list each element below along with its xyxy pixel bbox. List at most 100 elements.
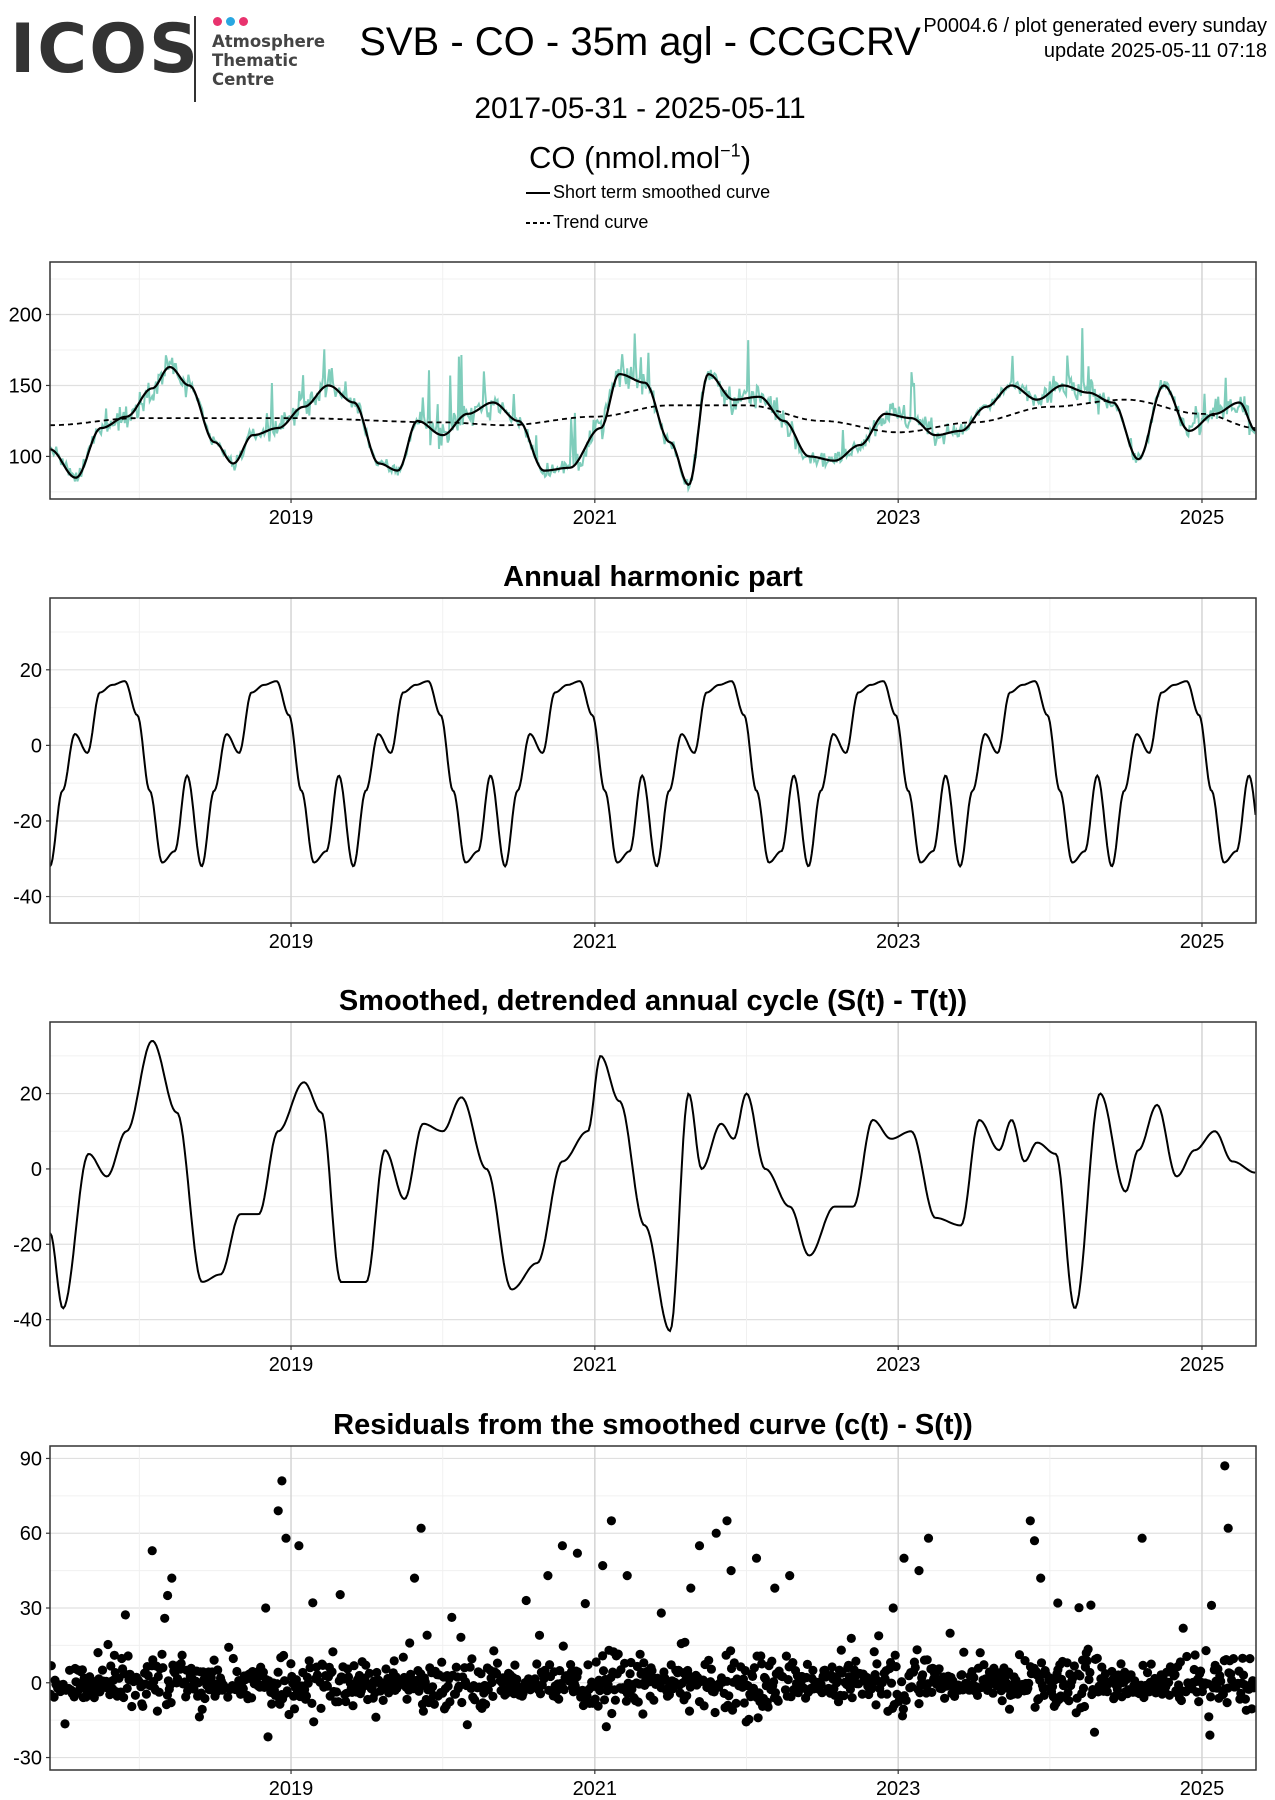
residual-point <box>535 1689 546 1699</box>
residual-point-extreme <box>726 1566 736 1576</box>
residual-point <box>418 1706 428 1716</box>
residual-point <box>874 1631 884 1641</box>
residual-point-extreme <box>521 1595 531 1606</box>
residual-point <box>160 1613 170 1623</box>
residual-point <box>263 1732 273 1742</box>
residual-point-extreme <box>914 1566 924 1576</box>
residual-point <box>997 1696 1007 1706</box>
residual-point <box>975 1648 985 1658</box>
residual-point <box>381 1664 391 1674</box>
residual-point <box>402 1694 412 1704</box>
residual-point <box>607 1708 617 1719</box>
residual-point <box>591 1657 601 1667</box>
residual-point <box>927 1687 937 1697</box>
residual-point <box>910 1662 920 1673</box>
residual-point <box>767 1656 777 1666</box>
y-tick-label: -20 <box>13 811 42 833</box>
y-tick-label: -40 <box>13 887 42 909</box>
residual-point <box>598 1651 608 1661</box>
y-tick-label: 0 <box>31 1159 42 1181</box>
residual-point <box>465 1662 475 1672</box>
residual-point-extreme <box>785 1571 795 1581</box>
logo-sub-line2: Thematic <box>212 51 298 70</box>
residual-point-extreme <box>751 1553 762 1563</box>
residual-point <box>398 1652 408 1662</box>
plot-border <box>49 1445 1257 1771</box>
y-tick-label: -30 <box>13 1748 42 1770</box>
plot-border <box>49 597 1257 924</box>
residual-point <box>534 1630 545 1640</box>
legend-dashed-line-icon <box>526 222 550 225</box>
residual-point <box>1004 1704 1015 1714</box>
plot-border <box>49 1021 1257 1347</box>
residual-point <box>481 1699 491 1709</box>
x-tick-label: 2019 <box>269 1778 314 1800</box>
residual-point <box>309 1717 319 1727</box>
residual-point <box>307 1698 317 1708</box>
residual-point <box>1089 1727 1100 1737</box>
residual-point-extreme <box>1137 1533 1147 1543</box>
x-tick-label: 2021 <box>573 1354 618 1376</box>
residual-point <box>744 1714 754 1724</box>
residual-point <box>583 1660 593 1670</box>
x-tick-label: 2025 <box>1180 507 1225 529</box>
logo-dot-pink <box>213 17 222 26</box>
residual-point <box>122 1683 132 1693</box>
residual-point <box>322 1681 332 1691</box>
residual-point <box>177 1650 187 1660</box>
icos-logo: ICOS <box>10 10 200 89</box>
residual-point-extreme <box>899 1553 909 1563</box>
residual-point <box>593 1701 603 1711</box>
residual-point <box>558 1641 568 1651</box>
residual-point <box>267 1699 277 1709</box>
residual-point <box>304 1656 314 1666</box>
residual-point <box>783 1675 793 1685</box>
residual-point <box>922 1655 932 1665</box>
residual-point <box>303 1678 313 1688</box>
residual-point <box>1146 1659 1156 1669</box>
residual-point <box>635 1649 645 1659</box>
x-tick-label: 2019 <box>269 507 314 529</box>
residual-point <box>808 1665 818 1675</box>
residual-point <box>492 1668 502 1679</box>
residual-point <box>1222 1698 1232 1708</box>
residual-point <box>847 1693 857 1703</box>
y-tick-label: 150 <box>9 375 42 397</box>
plot-area <box>50 328 1256 493</box>
residual-point-extreme <box>694 1541 705 1551</box>
residual-point <box>333 1697 343 1707</box>
residual-point-extreme <box>409 1573 420 1583</box>
residual-point <box>601 1722 611 1732</box>
residual-point <box>476 1669 486 1679</box>
residual-point <box>272 1679 282 1689</box>
residual-point <box>918 1670 928 1680</box>
residual-point <box>1092 1653 1102 1663</box>
residual-point <box>308 1598 318 1608</box>
residual-point <box>209 1655 219 1665</box>
residual-point-extreme <box>273 1506 283 1516</box>
residual-point-extreme <box>163 1590 173 1601</box>
residual-point <box>890 1650 900 1660</box>
residual-point <box>223 1692 233 1702</box>
residual-point-extreme <box>147 1546 157 1556</box>
residual-point <box>1240 1694 1250 1704</box>
legend-item-trend: Trend curve <box>525 210 648 234</box>
residual-point <box>232 1666 242 1677</box>
residual-point <box>180 1677 190 1687</box>
residual-point <box>684 1706 695 1716</box>
x-tick-label: 2019 <box>269 931 314 953</box>
residual-point <box>428 1682 438 1692</box>
logo-divider <box>194 16 196 102</box>
residual-point-extreme <box>606 1516 617 1526</box>
residual-point <box>127 1701 137 1712</box>
residual-point <box>988 1688 998 1698</box>
residual-point <box>282 1686 292 1696</box>
plot-background <box>50 1022 1256 1346</box>
residual-point <box>639 1658 649 1668</box>
plot-area <box>50 1039 1256 1333</box>
residual-point <box>194 1712 204 1722</box>
residual-point-extreme <box>294 1541 304 1551</box>
residual-point <box>470 1695 480 1705</box>
residual-point <box>487 1677 497 1688</box>
